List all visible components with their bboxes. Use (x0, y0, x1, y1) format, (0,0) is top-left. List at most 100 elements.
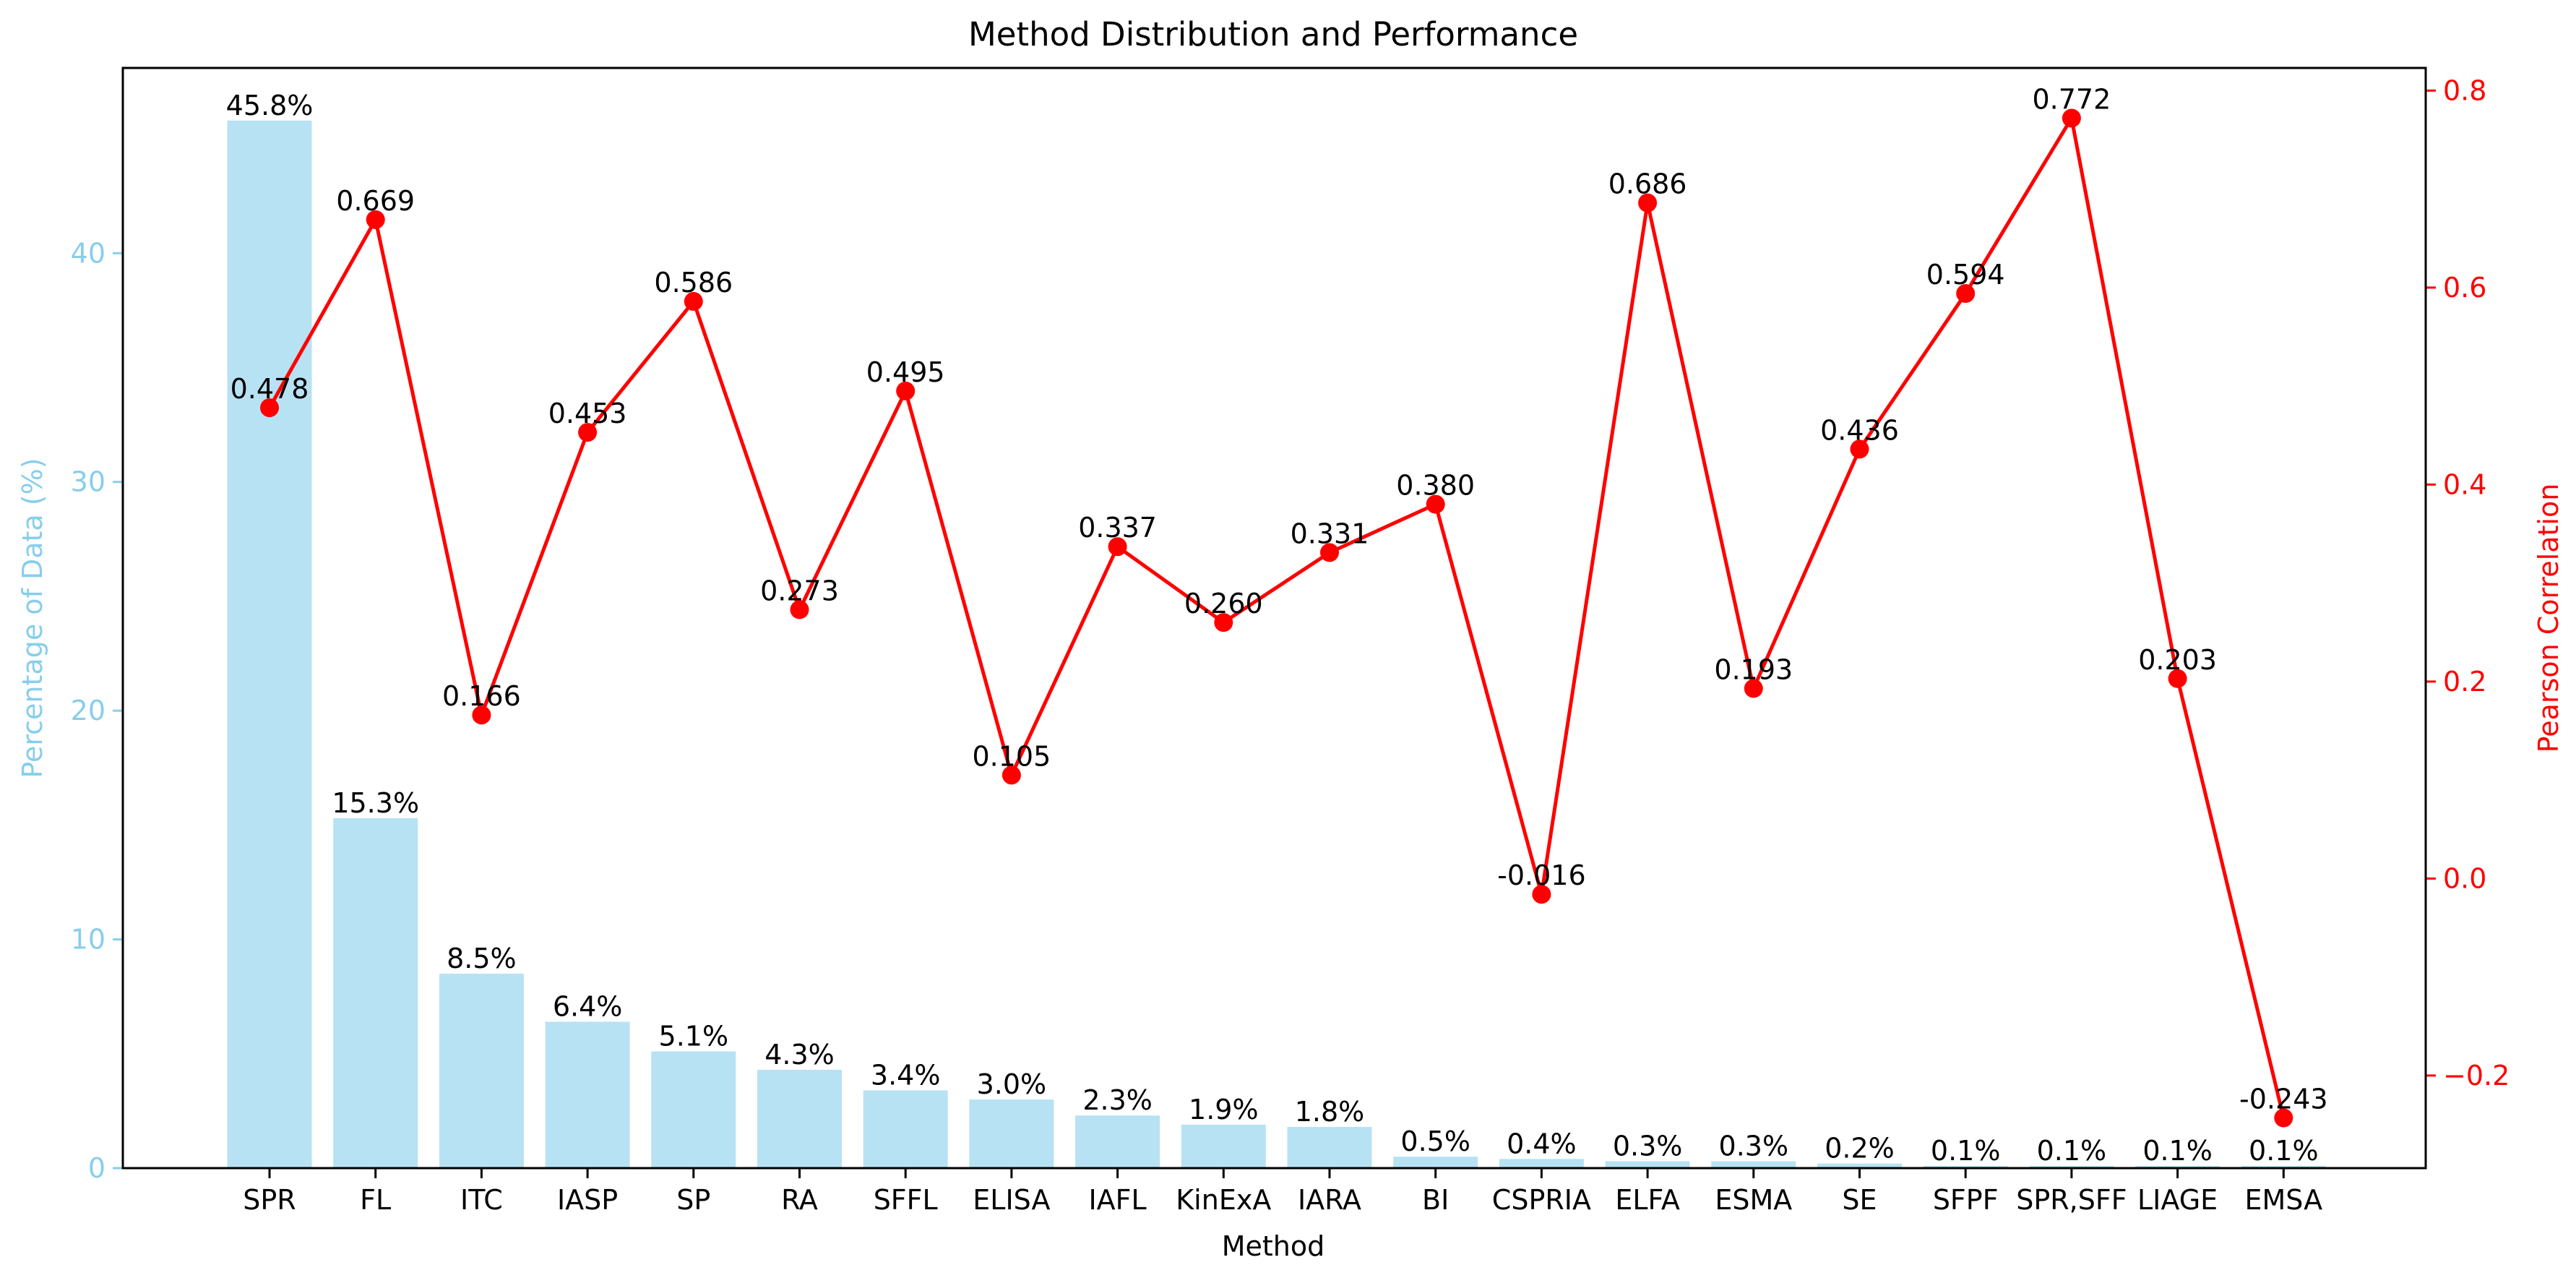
correlation-value-label: 0.105 (973, 740, 1051, 772)
bar (439, 974, 524, 1168)
correlation-value-label: 0.203 (2138, 644, 2217, 676)
x-tick-label: ITC (460, 1184, 503, 1216)
correlation-value-label: 0.669 (336, 185, 415, 217)
bar-value-label: 15.3% (332, 787, 419, 819)
x-tick-label: SE (1842, 1184, 1877, 1216)
correlation-point (896, 381, 916, 400)
x-tick-label: SP (676, 1184, 710, 1216)
correlation-point (1320, 543, 1339, 562)
data-labels: 45.8% 15.3% 8.5% 6.4% 5.1% 4.3% 3.4% 3.0% 2.3% 1.… (226, 83, 2328, 1166)
correlation-value-label: 0.166 (442, 680, 521, 712)
correlation-value-label: 0.772 (2033, 83, 2111, 115)
correlation-point (1638, 193, 1658, 213)
plot-frame (121, 67, 2427, 1170)
y-left-tick-label: 30 (71, 466, 105, 498)
bar (1817, 1163, 1902, 1168)
x-tick-label: IARA (1298, 1184, 1361, 1216)
bar-value-label: 0.3% (1613, 1131, 1683, 1162)
bar (333, 818, 418, 1168)
correlation-value-label: 0.453 (548, 398, 627, 429)
bar (757, 1069, 842, 1168)
correlation-point (366, 210, 385, 229)
y-right-tick-label: 0.4 (2443, 468, 2486, 500)
correlation-point (260, 398, 279, 418)
correlation-point (1001, 765, 1021, 785)
y-right-tick-label: 0.8 (2443, 74, 2486, 106)
y-axis-right-label: Pearson Correlation (2533, 484, 2564, 753)
correlation-value-label: 0.260 (1184, 588, 1263, 619)
correlation-value-label: 0.478 (231, 373, 309, 405)
x-tick-label: CSPRIA (1492, 1184, 1591, 1216)
bar-value-label: 0.1% (1931, 1135, 2001, 1167)
x-tick-label: BI (1422, 1184, 1449, 1216)
bar (1711, 1161, 1796, 1168)
x-tick-label: SPR (243, 1184, 296, 1216)
bar (2029, 1165, 2114, 1168)
bar-value-label: 0.3% (1719, 1131, 1789, 1162)
correlation-value-label: 0.686 (1608, 168, 1687, 200)
correlation-point (1426, 494, 1445, 514)
y-left-tick-label: 40 (71, 237, 105, 269)
x-tick-label: SPR,SFF (2016, 1184, 2127, 1216)
bar-value-label: 2.3% (1082, 1084, 1153, 1116)
correlation-value-label: 0.337 (1078, 512, 1157, 544)
bar-value-label: 0.4% (1507, 1128, 1577, 1159)
x-tick-label: IASP (557, 1184, 618, 1216)
bar-value-label: 3.4% (871, 1059, 941, 1091)
correlation-point (1956, 284, 1976, 304)
bar-value-label: 1.8% (1295, 1096, 1365, 1128)
x-tick-label: LIAGE (2137, 1184, 2218, 1216)
correlation-point (2274, 1108, 2293, 1128)
correlation-point (2168, 669, 2187, 688)
bar (863, 1090, 948, 1168)
bar-value-label: 3.0% (977, 1068, 1047, 1100)
x-tick-label: ELISA (973, 1184, 1050, 1216)
bar-series (227, 120, 2326, 1168)
bar (1287, 1127, 1372, 1168)
y-left-tick-label: 0 (88, 1152, 105, 1184)
correlation-point (1850, 439, 1869, 459)
correlation-line (267, 113, 2286, 1119)
y-right-tick-label: 0.2 (2443, 666, 2486, 698)
bar (2135, 1165, 2220, 1168)
correlation-point (1532, 885, 1551, 904)
bar-value-label: 1.9% (1189, 1094, 1259, 1125)
y-left-tick-label: 10 (71, 924, 105, 956)
bar-value-label: 5.1% (659, 1021, 729, 1052)
x-tick-label: ELFA (1615, 1184, 1680, 1216)
correlation-value-label: 0.380 (1396, 470, 1475, 502)
bar-value-label: 0.5% (1400, 1125, 1470, 1157)
bar (545, 1021, 630, 1168)
bar-value-label: 0.1% (2142, 1135, 2213, 1167)
y-axis-left-label: Percentage of Data (%) (17, 458, 48, 778)
correlation-point (2062, 108, 2081, 128)
bar (2241, 1165, 2326, 1168)
bar-value-label: 6.4% (553, 990, 623, 1022)
x-tick-label: EMSA (2244, 1184, 2322, 1216)
x-tick-label: SFFL (874, 1184, 938, 1216)
bar (1923, 1165, 2008, 1168)
correlation-value-label: 0.495 (866, 356, 945, 388)
correlation-point (790, 600, 809, 619)
correlation-value-label: -0.016 (1497, 859, 1586, 891)
x-tick-label: KinExA (1176, 1184, 1271, 1216)
bar-value-label: 0.2% (1825, 1133, 1895, 1165)
correlation-value-label: 0.594 (1926, 259, 2005, 291)
x-axis-label: Method (1222, 1230, 1325, 1262)
bar (1393, 1157, 1478, 1168)
x-tick-label: SFPF (1933, 1184, 1999, 1216)
correlation-point (684, 291, 703, 311)
bar (1075, 1115, 1160, 1168)
bar-value-label: 45.8% (226, 90, 314, 121)
x-tick-label: FL (360, 1184, 391, 1216)
bar-value-label: 8.5% (447, 943, 517, 974)
correlation-value-label: 0.586 (654, 267, 733, 299)
bar-value-label: 4.3% (764, 1039, 835, 1071)
correlation-point (1744, 679, 1763, 698)
chart-title: Method Distribution and Performance (968, 15, 1578, 53)
axes: SPR FL ITC IASP SP RA SFFL ELISA IAFL KinExA IARA B… (71, 74, 2510, 1216)
correlation-point (1214, 613, 1233, 632)
x-tick-label: ESMA (1715, 1184, 1792, 1216)
